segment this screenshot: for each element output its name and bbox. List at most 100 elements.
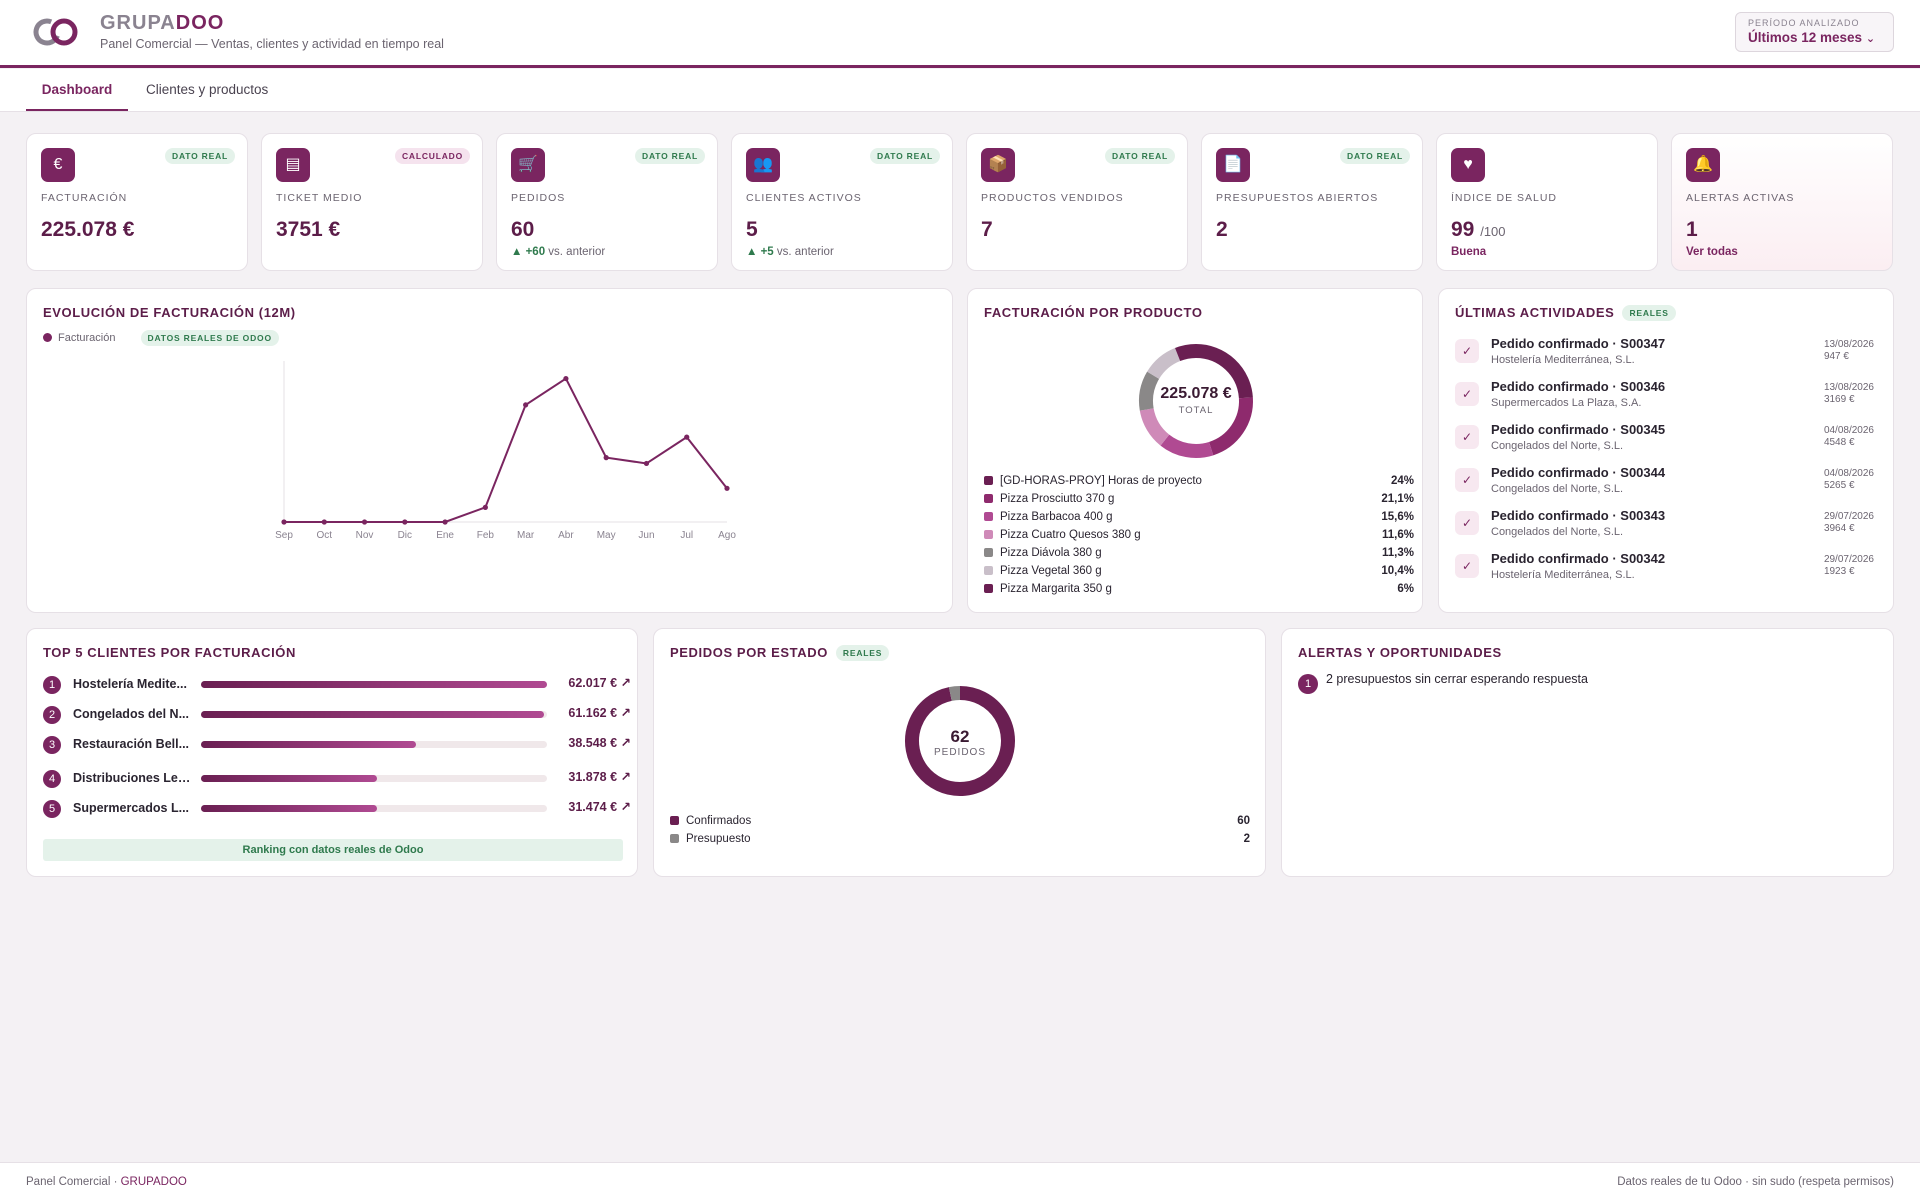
orders-state-card: PEDIDOS POR ESTADO REALES 62 PEDIDOS Conf… bbox=[653, 628, 1266, 877]
kpi-label: TICKET MEDIO bbox=[276, 192, 363, 204]
client-bar-track bbox=[201, 805, 547, 812]
activity-item[interactable]: ✓ Pedido confirmado · S00343 Congelados … bbox=[1455, 508, 1890, 554]
grupadoo-logo bbox=[33, 18, 78, 46]
alert-text: 2 presupuestos sin cerrar esperando resp… bbox=[1326, 672, 1588, 686]
top-client-row[interactable]: 1 Hostelería Medite... 62.017 € ↗ bbox=[43, 676, 631, 700]
check-icon: ✓ bbox=[1455, 339, 1479, 363]
revenue-chart-title: EVOLUCIÓN DE FACTURACIÓN (12M) bbox=[43, 305, 296, 320]
x-tick-label: Dic bbox=[398, 530, 412, 541]
product-slice bbox=[1160, 434, 1214, 458]
kpi-subtext: Buena bbox=[1451, 246, 1487, 258]
data-point bbox=[643, 460, 650, 467]
client-name: Restauración Bell... bbox=[73, 737, 190, 751]
app-header: GRUPADOO Panel Comercial — Ventas, clien… bbox=[0, 0, 1920, 68]
activities-badge: REALES bbox=[1622, 305, 1676, 321]
activity-client: Hostelería Mediterránea, S.L. bbox=[1491, 354, 1635, 366]
page-footer: Panel Comercial · GRUPADOO Datos reales … bbox=[0, 1162, 1920, 1200]
kpi-value: 1 bbox=[1686, 218, 1698, 241]
kpi-label: PRESUPUESTOS ABIERTOS bbox=[1216, 192, 1379, 204]
x-tick-label: Ene bbox=[436, 530, 454, 541]
client-name: Supermercados L... bbox=[73, 801, 190, 815]
top-client-row[interactable]: 3 Restauración Bell... 38.548 € ↗ bbox=[43, 736, 631, 760]
period-selector[interactable]: PERÍODO ANALIZADO Últimos 12 meses ⌄ bbox=[1735, 12, 1894, 52]
product-slice bbox=[1139, 407, 1170, 446]
kpi-card-alertas-activas[interactable]: 🔔 ALERTAS ACTIVAS 1 Ver todas bbox=[1671, 133, 1893, 271]
kpi-label: PEDIDOS bbox=[511, 192, 566, 204]
activity-meta: 04/08/2026 4548 € bbox=[1823, 425, 1874, 448]
x-tick-label: Mar bbox=[517, 530, 535, 541]
client-bar-fill bbox=[201, 681, 547, 688]
legend-item: Pizza Cuatro Quesos 380 g 11,6% bbox=[984, 529, 1414, 547]
activity-title: Pedido confirmado · S00342 bbox=[1491, 551, 1666, 566]
client-bar-fill bbox=[201, 711, 544, 718]
legend-item: Pizza Barbacoa 400 g 15,6% bbox=[984, 511, 1414, 529]
kpi-badge: DATO REAL bbox=[1105, 148, 1175, 164]
orders-badge: REALES bbox=[835, 645, 890, 661]
cart-icon: 🛒 bbox=[511, 148, 545, 182]
top-client-row[interactable]: 4 Distribuciones Lev... 31.878 € ↗ bbox=[43, 770, 631, 794]
x-tick-label: Oct bbox=[316, 530, 332, 541]
kpi-badge: DATO REAL bbox=[870, 148, 940, 164]
data-point bbox=[724, 485, 730, 491]
brand-name: GRUPADOO bbox=[100, 12, 225, 34]
kpi-subtext[interactable]: Ver todas bbox=[1686, 246, 1738, 258]
rank-badge: 4 bbox=[43, 770, 61, 788]
kpi-label: FACTURACIÓN bbox=[41, 192, 128, 204]
kpi-card-facturacion: € DATO REAL FACTURACIÓN 225.078 € bbox=[26, 133, 248, 271]
data-point bbox=[442, 519, 448, 525]
client-value: 31.878 € ↗ bbox=[568, 770, 631, 784]
kpi-value: 2 bbox=[1216, 218, 1228, 241]
donut-center-label: TOTAL bbox=[1178, 405, 1214, 416]
alerts-card: ALERTAS Y OPORTUNIDADES 1 2 presupuestos … bbox=[1281, 628, 1894, 877]
client-value: 38.548 € ↗ bbox=[568, 736, 631, 750]
document-icon: 📄 bbox=[1216, 148, 1250, 182]
product-slice bbox=[1208, 397, 1253, 456]
legend-item: Pizza Vegetal 360 g 10,4% bbox=[984, 565, 1414, 583]
kpi-value: 5 bbox=[746, 218, 758, 241]
client-bar-track bbox=[201, 681, 547, 688]
activity-item[interactable]: ✓ Pedido confirmado · S00342 Hostelería … bbox=[1455, 551, 1890, 597]
activity-client: Congelados del Norte, S.L. bbox=[1491, 483, 1624, 495]
tab-clientes-productos[interactable]: Clientes y productos bbox=[146, 82, 269, 97]
client-value: 62.017 € ↗ bbox=[568, 676, 631, 690]
receipt-icon: ▤ bbox=[276, 148, 310, 182]
x-tick-label: Abr bbox=[558, 530, 574, 541]
donut-center-value: 225.078 € bbox=[1160, 385, 1232, 402]
product-slice bbox=[1147, 348, 1181, 380]
activity-item[interactable]: ✓ Pedido confirmado · S00344 Congelados … bbox=[1455, 465, 1890, 511]
top-client-row[interactable]: 5 Supermercados L... 31.474 € ↗ bbox=[43, 800, 631, 824]
rank-badge: 2 bbox=[43, 706, 61, 724]
activity-meta: 13/08/2026 3169 € bbox=[1823, 382, 1874, 405]
tab-dashboard[interactable]: Dashboard bbox=[26, 69, 128, 111]
revenue-chart-legend: Facturación DATOS REALES DE ODOO bbox=[43, 330, 279, 346]
alert-item[interactable]: 1 2 presupuestos sin cerrar esperando res… bbox=[1298, 672, 1588, 694]
kpi-value: 60 bbox=[511, 218, 535, 241]
top-client-row[interactable]: 2 Congelados del N... 61.162 € ↗ bbox=[43, 706, 631, 730]
euro-icon: € bbox=[41, 148, 75, 182]
product-slice bbox=[1139, 371, 1160, 411]
activity-item[interactable]: ✓ Pedido confirmado · S00347 Hostelería … bbox=[1455, 336, 1890, 382]
activity-title: Pedido confirmado · S00346 bbox=[1491, 379, 1666, 394]
activity-item[interactable]: ✓ Pedido confirmado · S00346 Supermercad… bbox=[1455, 379, 1890, 425]
data-point bbox=[402, 519, 408, 525]
kpi-label: PRODUCTOS VENDIDOS bbox=[981, 192, 1124, 204]
period-value: Últimos 12 meses ⌄ bbox=[1748, 30, 1876, 45]
legend-item: [GD-HORAS-PROY] Horas de proyecto 24% bbox=[984, 475, 1414, 493]
kpi-value: 99 /100 bbox=[1451, 218, 1506, 241]
legend-item: Pizza Margarita 350 g 6% bbox=[984, 583, 1414, 601]
x-tick-label: May bbox=[597, 530, 616, 541]
activity-title: Pedido confirmado · S00347 bbox=[1491, 336, 1666, 351]
kpi-label: ÍNDICE DE SALUD bbox=[1451, 192, 1558, 204]
series-line-facturacion bbox=[284, 377, 728, 523]
kpi-delta: ▲ +5 vs. anterior bbox=[746, 246, 834, 258]
legend-item: Presupuesto 2 bbox=[670, 833, 1250, 851]
x-tick-label: Ago bbox=[718, 530, 736, 541]
data-point bbox=[563, 375, 569, 382]
data-point bbox=[281, 519, 287, 525]
client-bar-fill bbox=[201, 741, 416, 748]
ranking-note: Ranking con datos reales de Odoo bbox=[43, 839, 623, 861]
orders-center-label: PEDIDOS bbox=[933, 747, 986, 758]
activity-client: Congelados del Norte, S.L. bbox=[1491, 526, 1624, 538]
period-label: PERÍODO ANALIZADO bbox=[1748, 18, 1860, 28]
activity-item[interactable]: ✓ Pedido confirmado · S00345 Congelados … bbox=[1455, 422, 1890, 468]
